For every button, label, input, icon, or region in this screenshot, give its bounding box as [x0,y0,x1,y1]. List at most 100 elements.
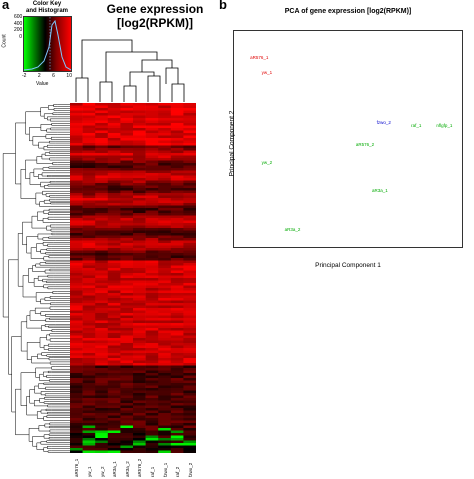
heatmap-cell [95,363,109,366]
heatmap-cell [158,130,172,134]
heatmap-cell [133,218,146,221]
heatmap-cell [183,370,196,374]
heatmap-cell [70,163,83,166]
heatmap-cell [145,290,159,294]
heatmap-cell [145,108,159,111]
heatmap-cell [133,163,146,166]
heatmap-cell [170,260,184,264]
heatmap-cell [158,223,172,226]
heatmap-cell [70,375,83,379]
heatmap-cell [70,350,83,354]
heatmap-cell [82,195,96,199]
heatmap-cell [95,423,109,426]
heatmap-cell [183,133,196,136]
heatmap-cell [158,330,172,334]
heatmap-cell [95,413,109,416]
heatmap-cell [95,275,109,279]
heatmap-cell [170,298,184,301]
heatmap-cell [158,253,172,256]
heatmap-cell [133,193,146,196]
heatmap-cell [82,145,96,149]
heatmap-cell [120,188,134,191]
heatmap-cell [158,445,172,449]
heatmap-cell [107,193,121,196]
heatmap-cell [82,275,96,279]
heatmap-cell [70,140,83,144]
heatmap-cell [95,163,109,166]
heatmap-cell [107,383,121,386]
heatmap-cell [183,315,196,319]
heatmap-cell [120,313,134,316]
heatmap-cell [158,240,172,244]
heatmap-cell [158,408,172,411]
heatmap-cell [107,310,121,314]
heatmap-cell [95,355,109,359]
heatmap-cell [120,170,134,174]
heatmap-cell [145,148,159,151]
heatmap-cell [158,275,172,279]
heatmap-cell [158,395,172,399]
heatmap-cell [107,300,121,304]
heatmap-cell [70,240,83,244]
heatmap-cell [133,203,146,206]
heatmap-cell [145,178,159,181]
pca-point-label: aR3a_2 [284,227,301,233]
heatmap-cell [107,298,121,301]
heatmap-cell [183,413,196,416]
heatmap-cell [107,430,121,434]
heatmap-cell [183,345,196,349]
heatmap-cell [82,185,96,189]
heatmap-cell [145,223,159,226]
heatmap-cell [120,308,134,311]
heatmap-cell [120,278,134,281]
heatmap-cell [183,335,196,339]
heatmap-cell [145,200,159,204]
heatmap-cell [183,118,196,121]
heatmap-cell [158,435,172,439]
heatmap-cell [133,445,146,449]
heatmap-cell [158,295,172,299]
heatmap-cell [158,245,172,249]
heatmap-cell [95,200,109,204]
heatmap-cell [70,345,83,349]
heatmap-cell [70,228,83,231]
heatmap-cell [170,240,184,244]
heatmap-cell [183,163,196,166]
heatmap-cell [120,253,134,256]
heatmap-cell [145,335,159,339]
heatmap-cell [158,390,172,394]
heatmap-cell [95,375,109,379]
heatmap-cell [183,440,196,444]
heatmap-cell [107,168,121,171]
heatmap-cell [107,210,121,214]
heatmap-cell [70,378,83,381]
heatmap-cell [145,273,159,276]
heatmap-cell [133,188,146,191]
heatmap-cell [145,388,159,391]
heatmap-cell [120,298,134,301]
heatmap-cell [120,275,134,279]
heatmap-cell [70,265,83,269]
heatmap-cell [95,323,109,326]
heatmap-cell [120,263,134,266]
heatmap-cell [95,365,109,369]
heatmap-cell [158,203,172,206]
heatmap-cell [170,205,184,209]
heatmap-cell [95,390,109,394]
heatmap-cell [95,345,109,349]
heatmap-cell [120,323,134,326]
heatmap-cell [145,168,159,171]
heatmap-cell [158,413,172,416]
heatmap-cell [107,448,121,451]
heatmap-cell [70,188,83,191]
heatmap-cell [120,210,134,214]
heatmap-cell [70,405,83,409]
heatmap-cell [95,383,109,386]
heatmap-cell [145,378,159,381]
heatmap-cell [133,153,146,156]
heatmap-cell [120,285,134,289]
heatmap-cell [120,205,134,209]
heatmap-cell [183,380,196,384]
heatmap-cell [133,105,146,109]
heatmap-cell [70,410,83,414]
